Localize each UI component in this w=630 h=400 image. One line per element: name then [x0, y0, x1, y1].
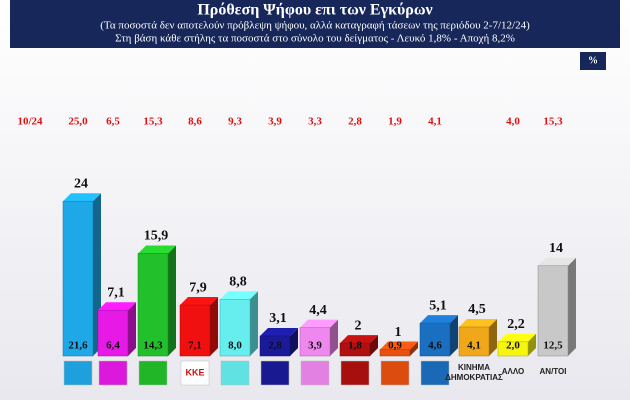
bar-top: [180, 297, 218, 306]
bar-top: [340, 335, 378, 344]
bar: [259, 335, 291, 357]
base-value-label: 12,5: [543, 340, 563, 352]
bar: [97, 309, 129, 357]
party-logo: [180, 360, 210, 386]
unit-badge: %: [588, 55, 598, 66]
previous-value-label: 15,3: [543, 116, 563, 128]
bar-top: [380, 341, 418, 350]
subtitle: (Τα ποσοστά δεν αποτελούν πρόβλεψη ψήφου…: [100, 20, 530, 32]
bar: [62, 200, 94, 357]
bar-side: [568, 257, 576, 356]
party-logo: [138, 360, 168, 386]
previous-value-label: 9,3: [228, 116, 242, 128]
party-logo: [220, 360, 250, 386]
bar-top: [498, 333, 536, 342]
party-logo: [300, 360, 330, 386]
value-label: 7,9: [189, 280, 207, 295]
previous-value-label: 3,9: [268, 116, 282, 128]
value-label: 3,1: [269, 311, 287, 326]
subtitle: Στη βάση κάθε στήλης τα ποσοστά στο σύνο…: [115, 33, 515, 45]
previous-value-label: 8,6: [188, 116, 202, 128]
value-label: 4,4: [309, 303, 327, 318]
bar-side: [410, 341, 418, 356]
bar-top: [63, 193, 101, 202]
base-value-label: 14,3: [143, 340, 163, 352]
value-label: 2: [355, 318, 362, 333]
party-logo: [420, 360, 450, 386]
base-value-label: 2,8: [268, 340, 282, 352]
base-value-label: 21,6: [68, 340, 88, 352]
base-value-label: 1,8: [348, 340, 362, 352]
value-label: 1: [395, 325, 402, 340]
unit-badge-box: [580, 52, 606, 70]
chart-title: Πρόθεση Ψήφου επι των Εγκύρων: [197, 2, 432, 19]
bar-side: [210, 297, 218, 356]
category-label: ΚΚΕ: [185, 367, 204, 377]
bar: [219, 298, 251, 357]
bar-side: [168, 245, 176, 356]
previous-value-label: 3,3: [308, 116, 322, 128]
bar-side: [330, 319, 338, 356]
bar: [419, 322, 451, 357]
bar: [179, 304, 211, 357]
bar-top: [300, 319, 338, 328]
value-label: 2,2: [507, 317, 525, 332]
header-box: [10, 0, 620, 48]
bar: [339, 342, 371, 357]
previous-value-label: 15,3: [143, 116, 163, 128]
bar-side: [489, 318, 497, 356]
bar-side: [290, 328, 298, 356]
base-value-label: 0,9: [388, 340, 402, 352]
bar: [497, 341, 529, 357]
base-value-label: 3,9: [308, 340, 322, 352]
category-label: ΑΝ/ΤΟΙ: [540, 367, 567, 376]
value-label: 8,8: [229, 274, 247, 289]
previous-value-label: 4,1: [428, 116, 442, 128]
bar-top: [138, 245, 176, 254]
bar: [299, 327, 331, 357]
bar-top: [459, 318, 497, 327]
previous-value-label: 4,0: [506, 116, 520, 128]
value-label: 4,5: [468, 302, 486, 317]
value-label: 14: [549, 241, 563, 256]
bar-side: [128, 302, 136, 356]
previous-value-label: 1,9: [388, 116, 402, 128]
bar-side: [450, 315, 458, 356]
base-value-label: 8,0: [228, 340, 242, 352]
bar-top: [420, 315, 458, 324]
bar: [379, 349, 411, 357]
bar-top: [538, 257, 576, 266]
party-logo: [63, 360, 93, 386]
category-label: ΑΛΛΟ: [502, 367, 524, 376]
party-logo: [98, 360, 128, 386]
category-label: ΚΙΝΗΜΑ ΔΗΜΟΚΡΑΤΙΑΣ: [445, 363, 503, 382]
previous-value-label: 6,5: [106, 116, 120, 128]
bar-side: [370, 335, 378, 356]
party-logo: [260, 360, 290, 386]
bar-side: [250, 291, 258, 356]
bar-top: [260, 328, 298, 337]
previous-value-label: 2,8: [348, 116, 362, 128]
base-value-label: 6,4: [106, 340, 120, 352]
base-value-label: 2,0: [506, 340, 520, 352]
previous-value-label: 25,0: [68, 116, 88, 128]
value-label: 7,1: [107, 285, 125, 300]
bar: [537, 265, 569, 357]
party-logo: [380, 360, 410, 386]
bar-side: [528, 333, 536, 356]
base-value-label: 7,1: [188, 340, 202, 352]
bar-top: [220, 291, 258, 300]
bar: [458, 326, 490, 357]
bar-top: [98, 302, 136, 311]
value-label: 15,9: [144, 229, 169, 244]
value-label: 5,1: [429, 298, 447, 313]
base-value-label: 4,1: [467, 340, 481, 352]
value-label: 24: [74, 176, 88, 191]
base-value-label: 4,6: [428, 340, 442, 352]
previous-series-name: 10/24: [17, 116, 43, 128]
bar: [137, 253, 169, 357]
party-logo: [340, 360, 370, 386]
